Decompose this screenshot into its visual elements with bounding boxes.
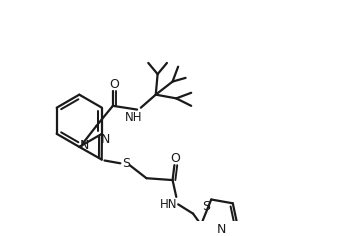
Text: S: S <box>202 200 210 213</box>
Text: NH: NH <box>125 110 142 123</box>
Text: S: S <box>122 157 130 170</box>
Text: O: O <box>109 78 119 91</box>
Text: N: N <box>101 133 110 146</box>
Text: HN: HN <box>160 198 177 211</box>
Text: O: O <box>170 152 180 165</box>
Text: N: N <box>79 139 89 152</box>
Text: N: N <box>216 223 226 236</box>
